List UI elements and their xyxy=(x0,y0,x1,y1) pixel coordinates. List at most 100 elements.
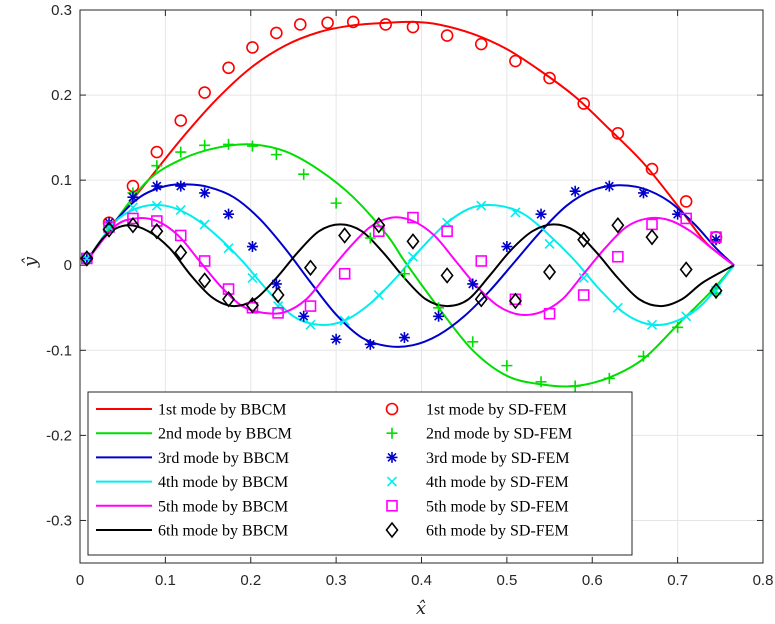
marker-point-1 xyxy=(321,16,334,30)
y-tick-label: -0.1 xyxy=(46,342,72,359)
marker-point-6 xyxy=(679,261,693,278)
y-tick-label: -0.2 xyxy=(46,427,72,444)
marker-point-6 xyxy=(150,222,164,240)
marker-point-5 xyxy=(680,212,692,225)
x-tick-label: 0.5 xyxy=(496,572,517,589)
marker-point-3 xyxy=(467,278,479,290)
y-tick-label: 0 xyxy=(64,257,72,274)
legend-entry-label: 3rd mode by BBCM xyxy=(158,450,289,467)
marker-point-1 xyxy=(270,26,283,40)
marker-point-6 xyxy=(474,290,488,308)
x-tick-label: 0.1 xyxy=(155,572,176,589)
marker-point-1 xyxy=(198,86,211,99)
marker-point-6 xyxy=(174,244,188,261)
marker-point-4 xyxy=(646,319,658,330)
marker-point-5 xyxy=(543,307,556,320)
marker-point-2 xyxy=(501,360,513,372)
marker-point-6 xyxy=(102,221,116,238)
marker-series xyxy=(80,15,723,392)
marker-point-6 xyxy=(126,216,140,234)
marker-point-2 xyxy=(672,321,684,333)
marker-point-3 xyxy=(223,208,235,220)
marker-point-1 xyxy=(645,162,659,176)
marker-point-5 xyxy=(441,225,453,237)
marker-point-6 xyxy=(271,286,285,304)
marker-point-4 xyxy=(103,221,115,233)
line-series-2 xyxy=(86,143,735,388)
legend-entry-label: 5th mode by SD-FEM xyxy=(426,498,569,515)
marker-point-1 xyxy=(379,18,392,31)
marker-point-2 xyxy=(535,376,547,388)
marker-point-3 xyxy=(175,180,187,192)
marker-point-2 xyxy=(298,168,310,180)
legend-entry-label: 5th mode by BBCM xyxy=(158,498,288,515)
marker-point-2 xyxy=(569,380,581,392)
marker-point-4 xyxy=(681,311,692,322)
legend-entry-label: 1st mode by SD-FEM xyxy=(426,402,567,419)
marker-point-1 xyxy=(509,54,522,68)
marker-point-3 xyxy=(246,241,258,253)
marker-point-4 xyxy=(151,200,162,211)
marker-point-6 xyxy=(80,250,94,267)
marker-point-2 xyxy=(223,138,235,150)
y-tick-label: 0.1 xyxy=(51,172,72,189)
marker-point-1 xyxy=(543,71,556,85)
marker-point-1 xyxy=(440,29,454,42)
marker-point-1 xyxy=(577,97,591,110)
marker-point-3 xyxy=(569,185,581,197)
marker-point-5 xyxy=(174,229,187,242)
marker-point-6 xyxy=(645,228,659,246)
y-tick-label: -0.3 xyxy=(46,512,72,529)
marker-point-3 xyxy=(127,191,139,203)
marker-point-1 xyxy=(346,15,360,29)
legend-box xyxy=(87,391,633,556)
marker-point-2 xyxy=(270,149,282,161)
marker-point-4 xyxy=(273,301,284,312)
marker-point-1 xyxy=(474,37,488,51)
marker-point-6 xyxy=(440,267,454,284)
marker-point-5 xyxy=(127,212,139,225)
marker-point-4 xyxy=(476,200,487,211)
marker-point-3 xyxy=(603,180,615,192)
marker-point-4 xyxy=(175,204,186,215)
y-tick-label: 0.3 xyxy=(51,2,72,19)
marker-point-4 xyxy=(407,251,419,262)
marker-point-6 xyxy=(611,216,625,234)
marker-point-6 xyxy=(577,231,591,249)
marker-point-2 xyxy=(151,160,163,172)
marker-point-3 xyxy=(501,241,513,253)
marker-point-2 xyxy=(637,350,649,362)
legend: 1st mode by BBCM 2nd mode by BBCM 3rd mode… xyxy=(87,391,633,556)
marker-point-5 xyxy=(710,231,722,243)
marker-point-4 xyxy=(223,243,234,254)
marker-point-3 xyxy=(364,338,376,350)
marker-point-1 xyxy=(293,18,307,31)
marker-point-4 xyxy=(247,272,258,284)
marker-point-2 xyxy=(603,372,615,384)
marker-point-3 xyxy=(298,310,310,322)
legend-entry-label: 6th mode by SD-FEM xyxy=(426,523,569,540)
legend-entry-label: 2nd mode by BBCM xyxy=(158,426,292,443)
marker-point-3 xyxy=(672,208,684,220)
legend-marker-swatch xyxy=(385,521,399,539)
marker-point-6 xyxy=(543,263,557,281)
marker-point-2 xyxy=(364,232,376,244)
legend-entry-label: 6th mode by BBCM xyxy=(158,523,288,540)
marker-point-5 xyxy=(151,215,163,227)
legend-marker-swatch xyxy=(386,451,398,463)
marker-point-2 xyxy=(246,140,258,152)
plot-frame xyxy=(79,9,764,564)
marker-point-6 xyxy=(709,282,723,300)
marker-point-3 xyxy=(398,332,410,344)
line-series-3 xyxy=(86,183,735,348)
marker-point-3 xyxy=(151,180,163,192)
marker-point-6 xyxy=(508,292,522,310)
marker-point-5 xyxy=(198,255,211,267)
x-tick-label: 0.8 xyxy=(753,572,774,589)
marker-point-1 xyxy=(246,41,259,54)
marker-point-2 xyxy=(199,139,211,151)
legend-entry-label: 1st mode by BBCM xyxy=(158,402,286,419)
y-tick-label: 0.2 xyxy=(51,87,72,104)
marker-point-2 xyxy=(175,146,187,158)
